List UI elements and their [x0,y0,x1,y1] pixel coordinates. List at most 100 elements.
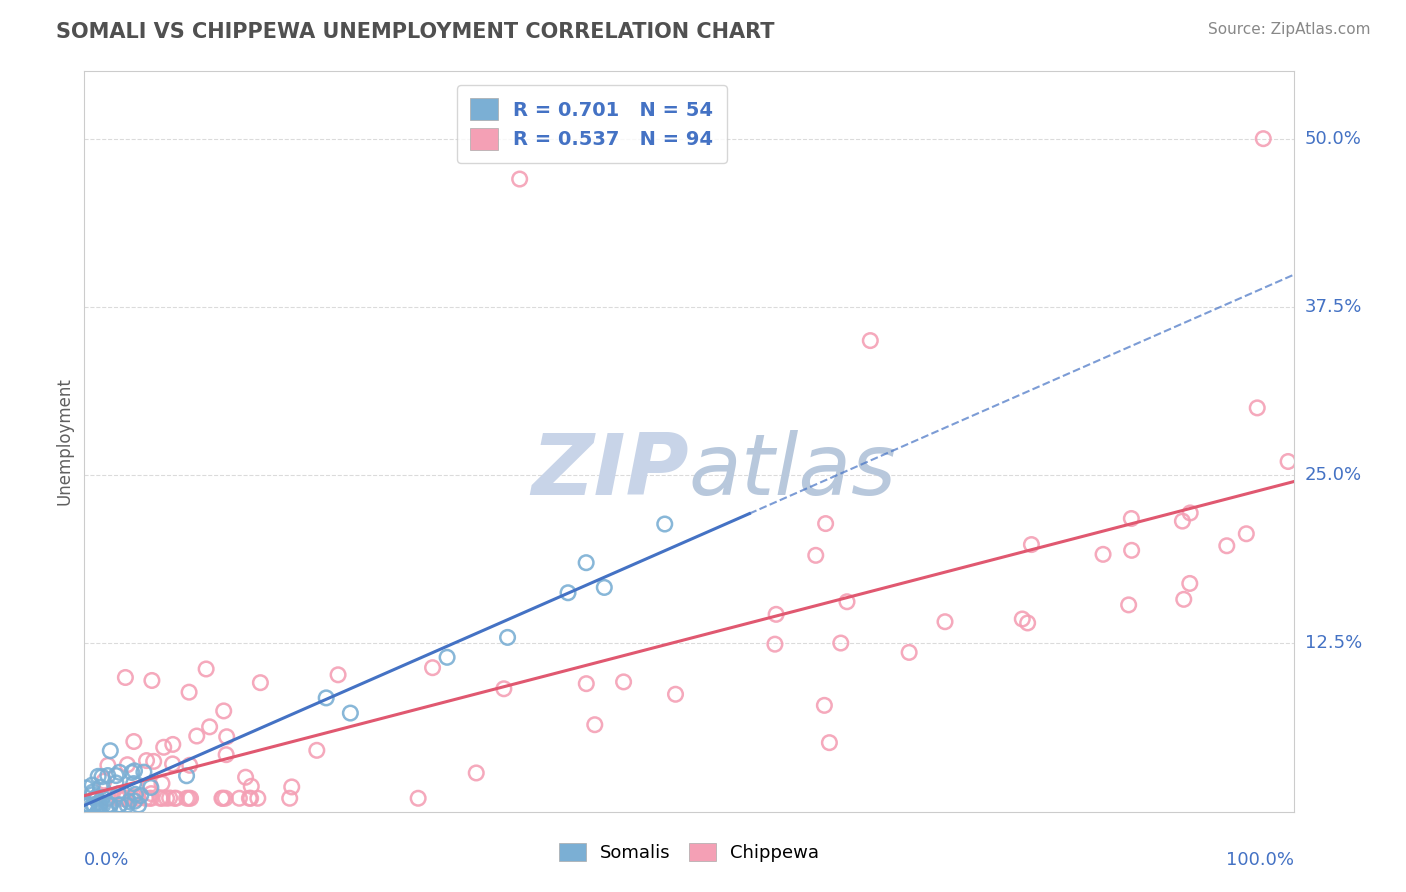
Point [128,797,150,812]
Point [75,797,97,812]
Point [813,698,835,713]
Point [159,791,181,805]
Point [177,685,200,699]
Point [82,778,104,792]
Point [176,791,198,805]
Point [77,797,100,812]
Point [1171,514,1194,528]
Point [82,797,104,812]
Point [155,791,177,805]
Text: 37.5%: 37.5% [1305,298,1362,316]
Point [141,791,163,805]
Point [93,774,115,789]
Point [87,796,110,810]
Point [89,780,111,795]
Point [139,778,162,792]
Point [176,769,198,783]
Point [114,671,136,685]
Point [75,797,97,812]
Point [97,768,120,782]
Point [1173,592,1195,607]
Point [198,720,221,734]
Point [163,791,186,805]
Point [898,645,921,659]
Point [804,549,827,563]
Point [934,615,956,629]
Text: 100.0%: 100.0% [1226,851,1294,869]
Point [575,676,598,690]
Point [235,770,257,784]
Point [1011,612,1033,626]
Point [422,661,444,675]
Point [162,756,184,771]
Point [117,757,139,772]
Point [75,797,97,812]
Point [1178,576,1201,591]
Point [763,637,786,651]
Point [114,790,136,805]
Point [195,662,218,676]
Y-axis label: Unemployment: Unemployment [55,377,73,506]
Point [98,744,121,758]
Point [115,791,138,805]
Point [1092,547,1115,561]
Point [214,791,236,805]
Point [1277,454,1299,468]
Point [108,797,131,812]
Text: SOMALI VS CHIPPEWA UNEMPLOYMENT CORRELATION CHART: SOMALI VS CHIPPEWA UNEMPLOYMENT CORRELAT… [56,22,775,42]
Point [1246,401,1268,415]
Point [135,754,157,768]
Point [100,797,122,812]
Point [91,797,114,812]
Point [583,717,606,731]
Point [108,797,131,812]
Point [162,738,184,752]
Point [122,789,145,804]
Point [142,755,165,769]
Point [179,758,201,772]
Point [121,791,143,805]
Point [211,791,233,805]
Point [465,766,488,780]
Point [77,797,100,812]
Point [120,791,142,805]
Text: 0.0%: 0.0% [84,851,129,869]
Point [406,791,429,805]
Point [97,758,120,772]
Point [557,586,579,600]
Point [246,791,269,805]
Point [326,668,349,682]
Point [1021,537,1043,551]
Point [664,687,686,701]
Point [249,675,271,690]
Point [150,776,173,790]
Point [124,794,146,808]
Point [1253,131,1275,145]
Legend: Somalis, Chippewa: Somalis, Chippewa [551,836,827,870]
Point [98,797,121,812]
Point [593,581,616,595]
Point [87,769,110,783]
Point [86,792,108,806]
Point [814,516,837,531]
Point [765,607,787,622]
Point [492,681,515,696]
Point [228,791,250,805]
Point [180,791,202,805]
Point [177,791,200,805]
Text: 25.0%: 25.0% [1305,467,1362,484]
Point [138,791,160,805]
Point [509,172,531,186]
Point [108,765,131,780]
Point [835,595,858,609]
Point [165,791,187,805]
Point [339,706,361,720]
Point [141,673,163,688]
Point [91,790,114,805]
Point [89,797,111,812]
Point [149,791,172,805]
Point [127,791,149,805]
Text: Source: ZipAtlas.com: Source: ZipAtlas.com [1208,22,1371,37]
Point [82,785,104,799]
Point [212,704,235,718]
